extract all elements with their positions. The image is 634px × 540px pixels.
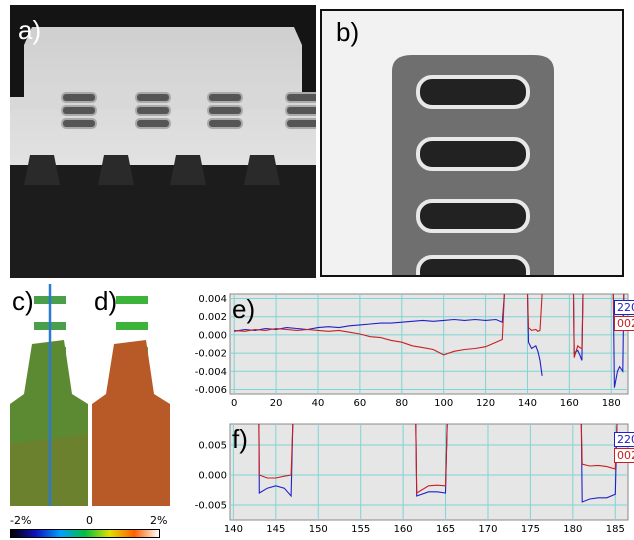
- colorbar-max-label: 2%: [150, 514, 168, 527]
- x-tick-label: 40: [312, 398, 325, 409]
- y-tick-label: 0.005: [198, 441, 227, 452]
- x-tick-label: 180: [602, 398, 621, 409]
- panel-b-micrograph: b): [320, 9, 624, 277]
- panel-f-plot: 140 145 150 155 160 165 170 175 180 185 0.005 0.000…: [195, 423, 629, 535]
- panel-f-legend-002: 002: [614, 448, 634, 463]
- x-tick-label: 100: [434, 398, 453, 409]
- panel-b-image: [322, 11, 622, 275]
- panel-f-label: f): [232, 424, 248, 454]
- x-tick-label: 175: [521, 524, 540, 535]
- x-tick-label: 120: [476, 398, 495, 409]
- panel-c-label: c): [12, 286, 34, 316]
- y-tick-label: -0.004: [195, 367, 227, 378]
- panel-f-legend-220: 220: [614, 432, 634, 447]
- x-tick-label: 165: [436, 524, 455, 535]
- strain-colorbar: -2% 0 2%: [10, 514, 170, 540]
- x-tick-label: 0: [231, 398, 237, 409]
- x-tick-label: 160: [560, 398, 579, 409]
- panel-a-micrograph: a): [10, 5, 316, 278]
- x-tick-label: 170: [478, 524, 497, 535]
- panel-c-image: [10, 284, 88, 506]
- x-tick-label: 140: [518, 398, 537, 409]
- y-tick-label: 0.000: [198, 471, 227, 482]
- colorbar-gradient: [10, 529, 160, 538]
- x-tick-label: 145: [266, 524, 285, 535]
- panel-a-image: [10, 5, 316, 278]
- panel-a-label: a): [18, 15, 42, 45]
- y-tick-label: 0.002: [198, 312, 227, 323]
- y-tick-label: -0.006: [195, 385, 227, 396]
- panel-e-plot: 0 20 40 60 80 100 120 140 160 180 0.004 0.002 0.000 -…: [195, 293, 629, 409]
- panel-d-label: d): [94, 286, 118, 316]
- x-tick-label: 20: [270, 398, 283, 409]
- series-line-002: [234, 293, 625, 358]
- x-tick-label: 80: [395, 398, 408, 409]
- panel-e-legend-220: 220: [614, 300, 634, 315]
- y-tick-label: -0.002: [195, 349, 227, 360]
- panel-f-chart: 140 145 150 155 160 165 170 175 180 185 0.005 0.000…: [190, 420, 634, 540]
- y-tick-label: 0.004: [198, 294, 227, 305]
- y-tick-label: -0.005: [195, 501, 227, 512]
- panel-e-label: e): [232, 294, 256, 324]
- x-tick-label: 150: [309, 524, 328, 535]
- y-tick-label: 0.000: [198, 330, 227, 341]
- plot-area: [229, 423, 629, 521]
- panel-d-strain-map: d): [92, 284, 170, 506]
- x-tick-label: 185: [606, 524, 625, 535]
- series-line-220: [234, 293, 625, 388]
- panel-d-image: [92, 284, 170, 506]
- series-line-002: [258, 423, 618, 494]
- panel-b-label: b): [336, 17, 360, 47]
- panel-e-legend-002: 002: [614, 316, 634, 331]
- panel-e-chart: 0 20 40 60 80 100 120 140 160 180 0.004 0.002 0.000 -…: [190, 288, 634, 416]
- x-tick-label: 60: [354, 398, 367, 409]
- colorbar-min-label: -2%: [10, 514, 32, 527]
- x-tick-label: 140: [224, 524, 243, 535]
- x-tick-label: 180: [563, 524, 582, 535]
- x-tick-label: 160: [394, 524, 413, 535]
- x-tick-label: 155: [351, 524, 370, 535]
- colorbar-mid-label: 0: [86, 514, 93, 527]
- panel-c-strain-map: c): [10, 284, 88, 506]
- plot-area: [229, 293, 629, 395]
